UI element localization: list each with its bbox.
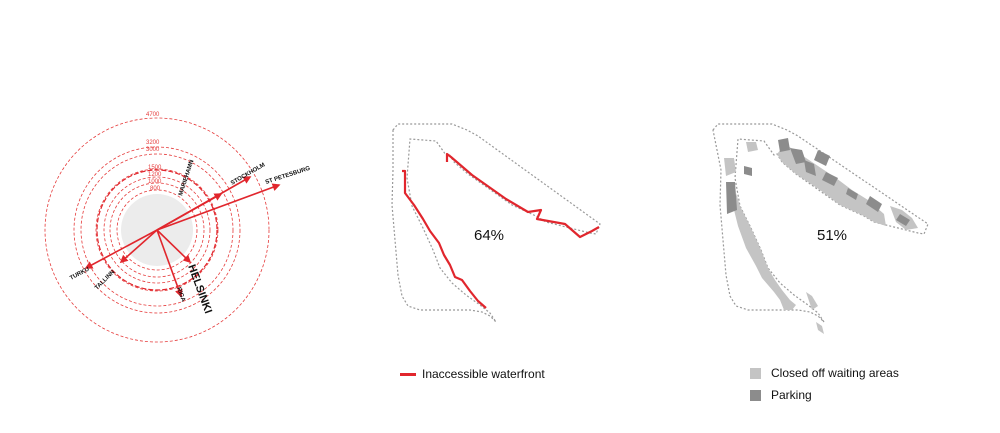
radial-distance-diagram: 4700 3200 3000 1500 1200 1000 800 MARIEH…	[44, 112, 312, 343]
areas-percentage: 51%	[817, 227, 847, 244]
red-line-swatch	[400, 372, 416, 376]
site-outline-right	[712, 123, 929, 323]
ring-1000	[109, 182, 205, 278]
arrow-stockholm	[156, 176, 252, 231]
city-label-helsinki: HELSINKI	[185, 263, 214, 315]
city-label-st-petesburg: ST PETESBURG	[265, 166, 312, 186]
arrow-riga	[156, 229, 183, 298]
inaccessible-waterfront-lines	[402, 152, 600, 309]
parking-legend: Parking	[750, 388, 812, 402]
city-label-tallinn: TALLINN	[94, 269, 116, 291]
ring-1500	[95, 168, 219, 292]
waterfront-percentage: 64%	[474, 227, 504, 244]
parking-legend-label: Parking	[771, 388, 812, 402]
waterfront-legend-label: Inaccessible waterfront	[422, 367, 545, 381]
arrow-helsinki	[156, 229, 192, 264]
arrow-tallinn	[119, 229, 158, 264]
arrow-turku	[84, 229, 158, 269]
ring-label-3200: 3200	[146, 140, 160, 146]
ring-3200	[73, 146, 241, 314]
ring-label-800: 800	[150, 186, 161, 192]
ring-label-1000: 1000	[148, 179, 162, 185]
closed-areas-swatch	[750, 367, 761, 379]
closed-areas-legend: Closed off waiting areas	[750, 366, 899, 380]
ring-label-3000: 3000	[146, 147, 160, 153]
city-label-riga: RIGA	[175, 287, 186, 304]
city-label-mariehamn: MARIEHAMN	[178, 159, 195, 196]
ring-800	[116, 189, 198, 271]
parking-swatch	[750, 389, 761, 401]
ring-1200	[103, 176, 211, 284]
ring-label-1500: 1500	[148, 165, 162, 171]
ring-4700	[44, 117, 270, 343]
city-label-turku: TURKU	[69, 267, 90, 282]
ring-label-4700: 4700	[146, 112, 160, 118]
waterfront-legend: Inaccessible waterfront	[400, 367, 545, 381]
arrow-st-petesburg	[156, 183, 281, 231]
city-label-stockholm: STOCKHOLM	[230, 162, 266, 186]
waterfront-site-plan: 64%	[391, 123, 601, 323]
ring-label-1200: 1200	[148, 172, 162, 178]
closed-areas-legend-label: Closed off waiting areas	[771, 366, 899, 380]
ring-3000	[80, 153, 234, 307]
areas-site-plan: 51%	[712, 123, 929, 334]
parking-areas	[726, 138, 910, 226]
site-outline	[391, 123, 601, 323]
